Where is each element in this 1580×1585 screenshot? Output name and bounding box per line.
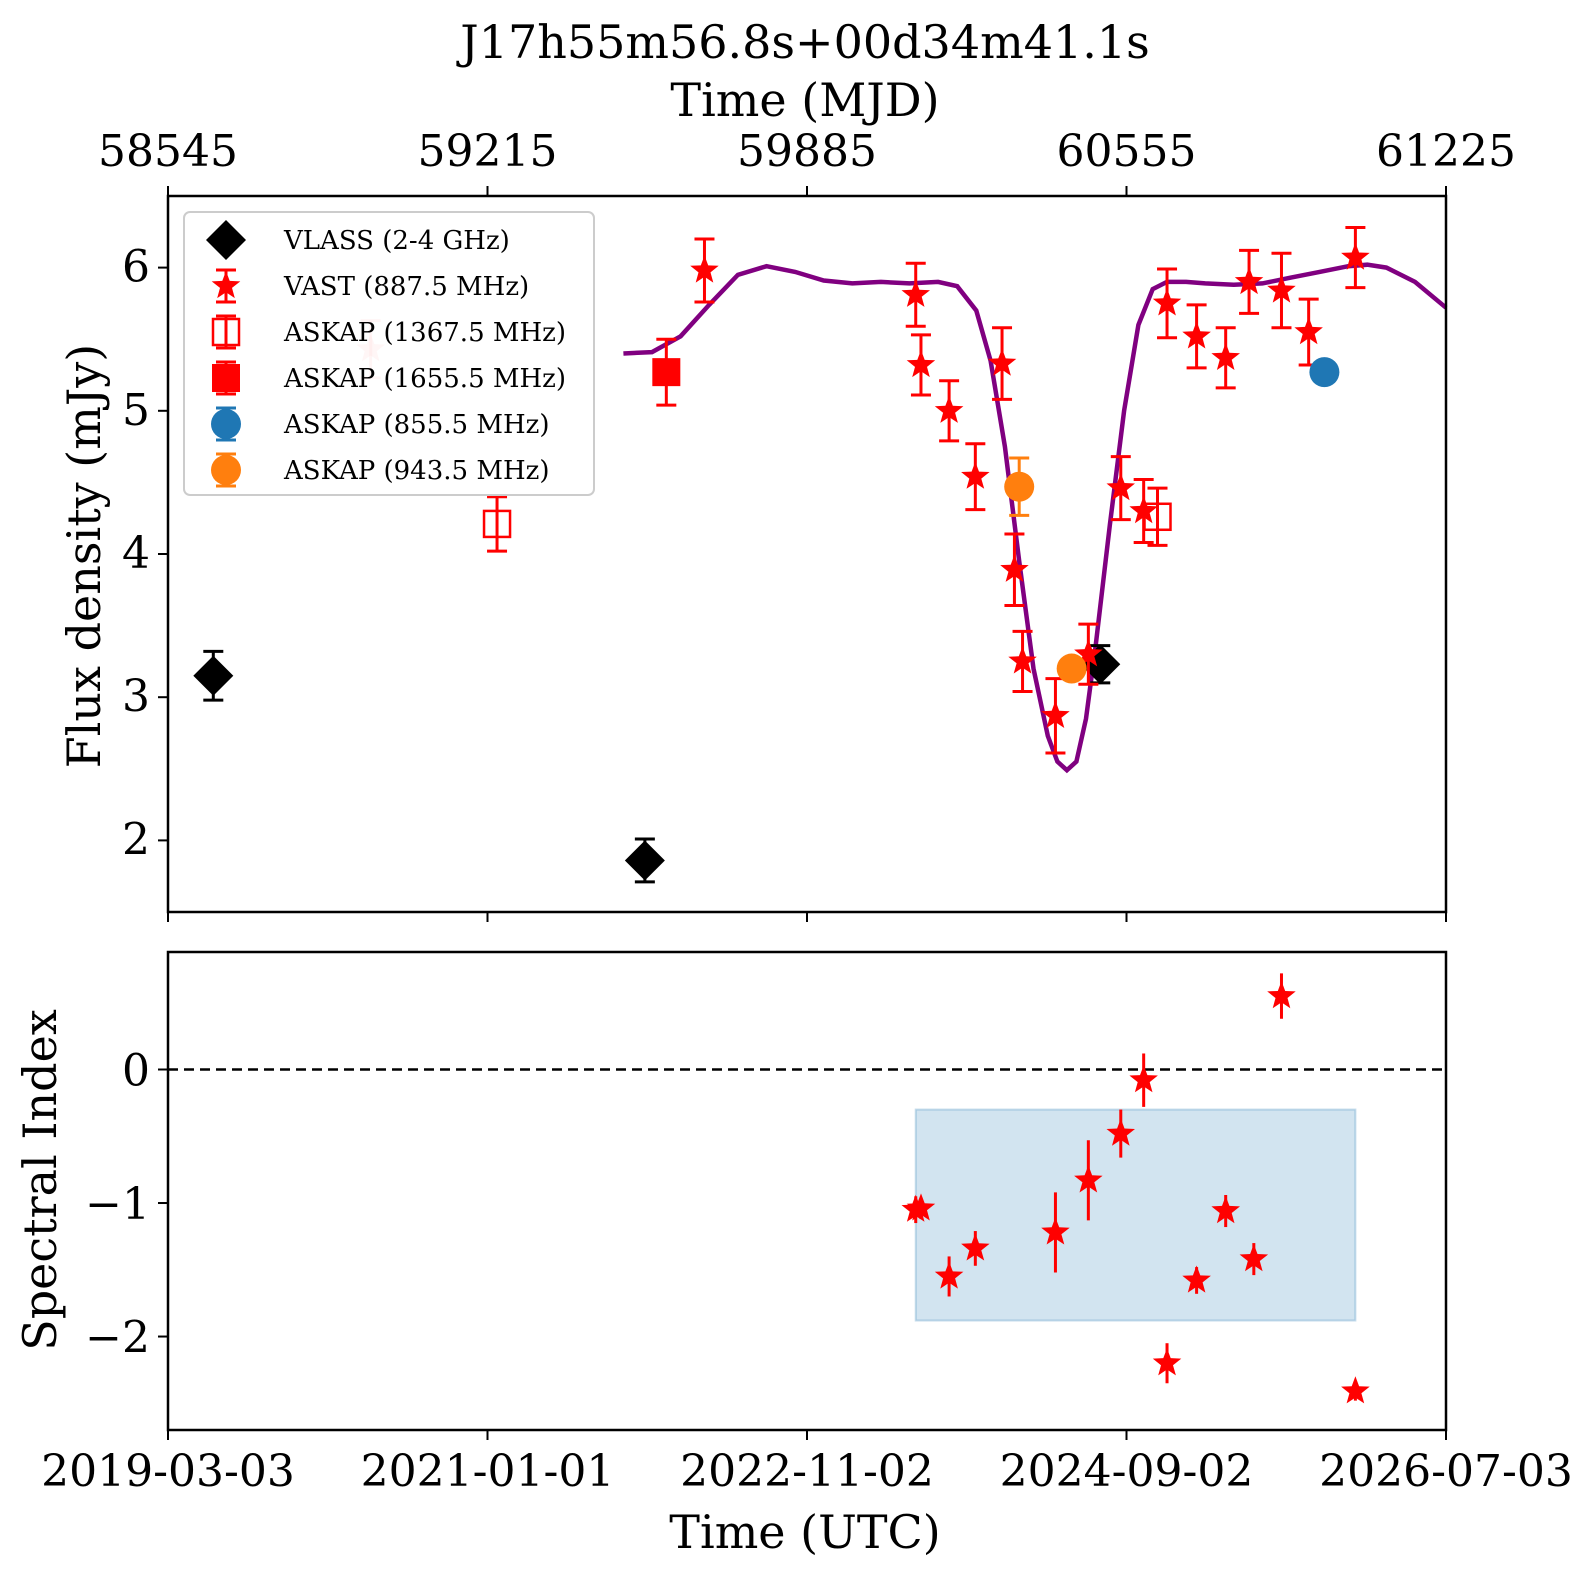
star-s1-point [1267,275,1296,303]
spectral-index-point [1267,981,1296,1009]
y-tick-label: 5 [122,385,150,436]
star-s1-point [1041,700,1070,728]
star-s1-point [1182,321,1211,349]
flux-panel: 2 3 4 5 6 58545 59215 59885 60555 61225 [98,126,1516,922]
spectral-index-point [1106,1118,1135,1146]
legend-marker [206,220,246,260]
spectral-index-range-band [914,1108,1357,1322]
star-s1-point [987,348,1017,376]
legend-marker [211,317,241,347]
y-tick-label: 0 [122,1045,150,1096]
bottom-panel-ylabel: Spectral Index [13,1009,67,1351]
y-tick-label: 6 [122,242,150,293]
legend-marker [212,364,240,392]
bottom-axis-tick-label: 2022-11-02 [680,1446,934,1497]
legend-label: VAST (887.5 MHz) [283,272,529,302]
top-axis-tick-label: 59885 [737,126,877,177]
y-tick-label: 3 [122,671,150,722]
y-tick-label: −2 [85,1313,150,1364]
legend-box [183,211,595,496]
legend-label: ASKAP (1655.5 MHz) [283,364,566,394]
star-s1-point [1000,554,1029,582]
legend-marker [211,455,241,485]
spectral-index-point [1182,1265,1211,1293]
legend-marker [211,271,241,299]
top-axis-tick-label: 58545 [98,126,238,177]
diamond-s0-point [193,655,234,696]
star-s1-point [1234,266,1264,295]
y-tick-label: −1 [85,1179,150,1230]
top-axis-tick-label: 61225 [1376,126,1516,177]
spectral-index-point [1074,1165,1103,1193]
star-s1-point [906,350,936,378]
star-s1-point [934,395,964,423]
spectral-index-point [1211,1196,1240,1224]
spectral-index-panel: −2 −1 0 2019-03-03 2021-01-01 2022-11-02 2024-… [41,950,1573,1497]
spectral-index-point [961,1233,990,1261]
star-s1-point [1106,473,1135,501]
legend-marker [211,409,241,439]
spectral-index-point [934,1261,964,1289]
square-s3-point [652,358,681,387]
y-tick-label: 4 [122,528,150,579]
star-s1-point [1211,342,1240,370]
spectral-index-point [906,1193,936,1221]
legend-label: VLASS (2-4 GHz) [283,226,510,256]
star-s1-point [1294,317,1323,345]
top-axis-tick-label: 59215 [418,126,558,177]
diamond-s0-point [624,840,665,881]
bottom-axis-tick-label: 2019-03-03 [41,1446,295,1497]
star-s1-point [1152,288,1182,316]
legend: VLASS (2-4 GHz) VAST (887.5 MHz) ASKAP (13… [183,211,595,496]
open-square-s2-point [482,509,512,539]
y-tick-label: 2 [122,814,150,865]
spectral-index-point [1341,1376,1370,1404]
top-axis-label: Time (MJD) [670,73,939,127]
bottom-axis-label: Time (UTC) [669,1505,940,1559]
top-panel-ylabel: Flux density (mJy) [57,344,111,768]
legend-label: ASKAP (1367.5 MHz) [283,318,566,348]
star-s1-point [961,461,990,489]
circle-s4-point [1309,357,1340,388]
star-s1-point [901,279,930,307]
open-square-s2-point [1143,502,1172,532]
legend-label: ASKAP (855.5 MHz) [283,410,549,440]
spectral-index-point [1129,1065,1158,1093]
bottom-axis-tick-label: 2021-01-01 [361,1446,615,1497]
top-axis-tick-label: 60555 [1057,126,1197,177]
spectral-index-point [1041,1217,1070,1245]
spectral-index-point [1239,1244,1269,1272]
bottom-axis-tick-label: 2024-09-02 [1000,1446,1254,1497]
legend-label: ASKAP (943.5 MHz) [283,456,549,486]
star-s1-point [1008,646,1037,674]
circle-s5-point [1056,653,1087,684]
star-s1-point [1074,639,1103,667]
chart-title: J17h55m56.8s+00d34m41.1s [456,15,1149,69]
star-s1-point [690,255,719,283]
spectral-index-point [1152,1348,1182,1376]
star-s1-point [1341,242,1370,270]
model-curve [623,262,1448,774]
bottom-axis-tick-label: 2026-07-03 [1319,1446,1573,1497]
circle-s5-point [1004,471,1035,502]
